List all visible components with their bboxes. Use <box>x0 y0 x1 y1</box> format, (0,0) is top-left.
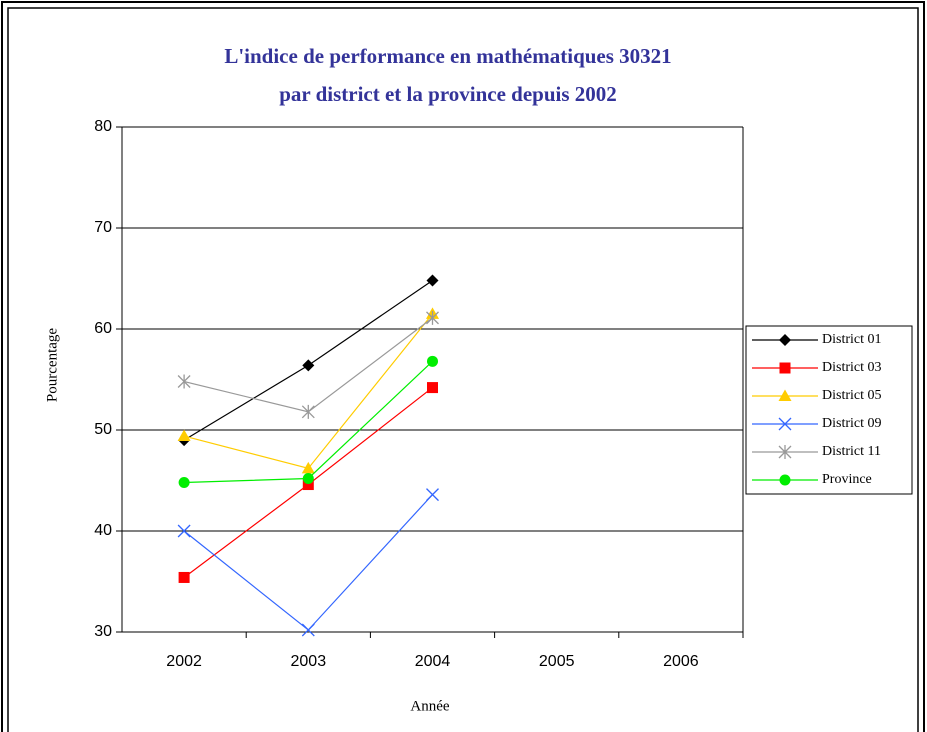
x-tick-label: 2005 <box>539 653 575 670</box>
y-axis-label: Pourcentage <box>44 328 60 402</box>
marker <box>427 355 438 367</box>
legend-label: District 11 <box>822 444 881 459</box>
legend-label: District 03 <box>822 360 882 375</box>
marker <box>779 334 791 346</box>
x-tick-label: 2003 <box>291 653 327 670</box>
marker <box>178 477 190 489</box>
marker <box>426 488 439 502</box>
legend-label: District 05 <box>822 388 882 403</box>
y-tick-label: 80 <box>94 118 112 135</box>
x-tick-label: 2006 <box>663 653 699 670</box>
legend-label: Province <box>822 472 872 487</box>
x-tick-label: 2002 <box>166 653 202 670</box>
marker <box>427 382 438 394</box>
x-tick-label: 2004 <box>415 653 451 670</box>
marker <box>302 359 315 372</box>
x-axis-label: Année <box>410 698 449 714</box>
y-tick-label: 60 <box>94 320 112 337</box>
series-line <box>183 494 433 631</box>
marker <box>177 374 191 389</box>
marker <box>302 472 314 484</box>
inner-frame <box>7 7 919 732</box>
y-tick-label: 30 <box>94 623 112 640</box>
marker <box>301 461 315 474</box>
marker <box>177 524 191 538</box>
y-tick-label: 70 <box>94 219 112 236</box>
marker <box>426 274 439 287</box>
marker <box>177 429 191 442</box>
marker <box>778 417 792 431</box>
legend-label: District 01 <box>822 332 882 347</box>
marker <box>301 404 315 419</box>
y-tick-label: 50 <box>94 421 112 438</box>
marker <box>301 623 315 637</box>
y-tick-label: 40 <box>94 522 112 539</box>
marker <box>778 389 792 401</box>
chart-title: par district et la province depuis 2002 <box>279 82 617 106</box>
marker <box>426 310 439 325</box>
marker <box>178 571 190 583</box>
marker <box>302 479 314 491</box>
marker <box>779 362 791 374</box>
marker <box>778 445 792 459</box>
chart-title: L'indice de performance en mathématiques… <box>224 44 671 68</box>
legend-box <box>745 325 913 495</box>
legend-label: District 09 <box>822 416 882 431</box>
marker <box>779 474 791 486</box>
